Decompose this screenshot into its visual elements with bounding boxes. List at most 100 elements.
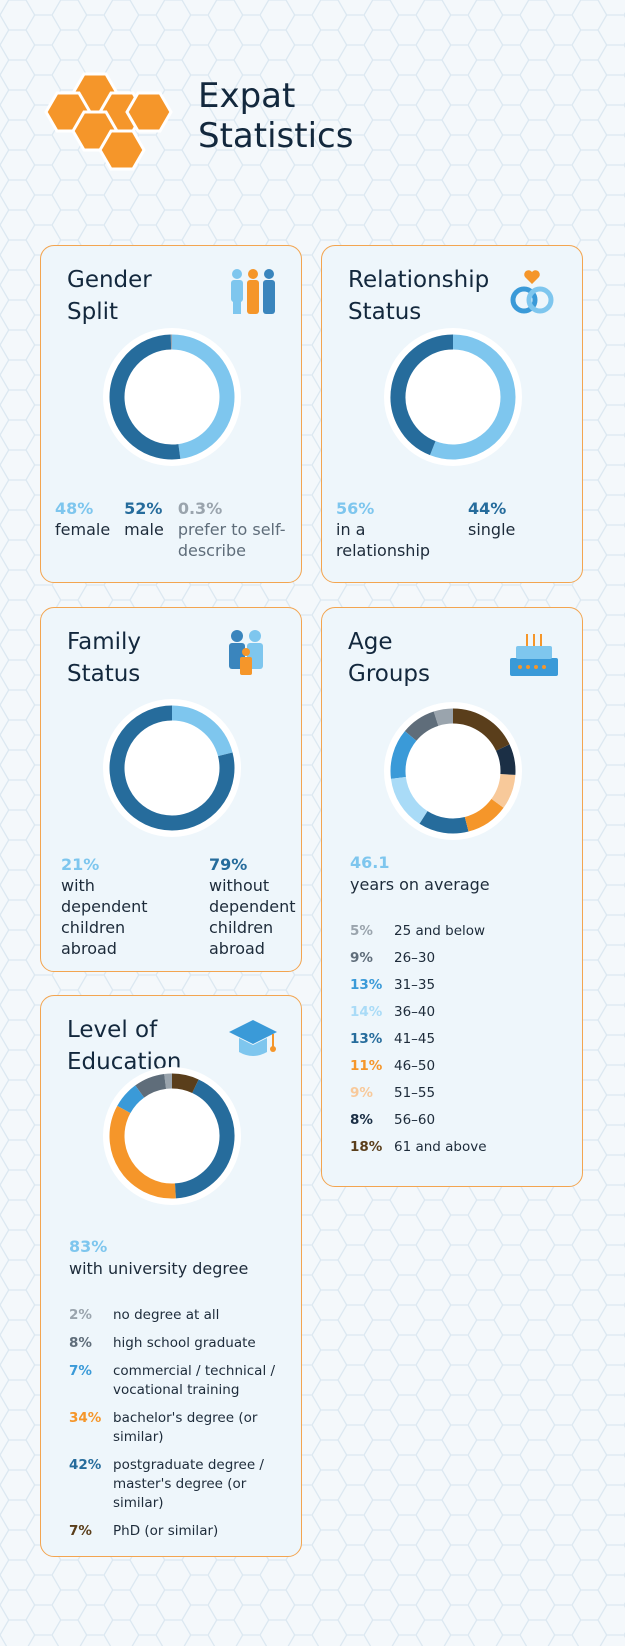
category-label: 46–50 [394,1058,436,1074]
value-label: 56% [336,499,375,518]
legend-item: 79% without dependent children abroad [209,854,327,959]
icon [510,634,558,676]
legend-item: 48% female [55,498,110,561]
value-label: 13% [350,1031,383,1047]
donut-segment [171,1073,199,1094]
donut-segment [430,334,516,460]
category-label: prefer to self-describe [177,520,286,560]
card: Age Groups 46.1 years on average 5% 25 and b… [321,607,583,1187]
legend-item: 7% PhD (or similar) [69,1522,287,1541]
logo [44,72,173,171]
category-label: 41–45 [394,1031,436,1047]
value-label: 14% [350,1004,383,1020]
summary-value: 46.1 [350,853,390,872]
donut-segment [117,1085,145,1114]
donut-segment [171,705,233,757]
donut-segment [390,731,417,779]
donut-segment [491,773,516,808]
category-label: bachelor's degree (or similar) [113,1410,258,1445]
card-title: Level of Education [67,1017,182,1075]
summary: 46.1 years on average [350,852,490,896]
donut-segment [464,798,504,832]
category-label: high school graduate [113,1335,256,1351]
legend-item: 42% postgraduate degree / master's degree… [69,1456,287,1513]
legend-item: 18% 61 and above [350,1138,568,1157]
legend-item: 13% 31–35 [350,976,568,995]
icon [229,630,263,675]
legend-item: 11% 46–50 [350,1057,568,1076]
card: Gender Split 48% female 52% male 0.3% prefer t… [40,245,302,583]
card: Level of Education 83% with university deg… [40,995,302,1557]
legend-item: 44% single [468,498,515,561]
donut-segment [495,744,516,775]
value-label: 7% [69,1363,92,1379]
legend-item: 0.3% prefer to self-describe [178,498,296,561]
category-label: in a relationship [336,520,431,560]
icon [510,270,554,314]
category-label: single [468,520,516,539]
summary: 83% with university degree [69,1236,248,1280]
card-title: Age Groups [348,629,431,687]
category-label: postgraduate degree / master's degree (o… [113,1457,264,1511]
category-label: 56–60 [394,1112,436,1128]
category-label: 25 and below [394,923,486,939]
legend: 48% female 52% male 0.3% prefer to self-descr… [55,498,293,561]
category-label: 61 and above [394,1139,487,1155]
legend-item: 5% 25 and below [350,922,568,941]
card-title: Relationship Status [348,267,490,325]
legend: 56% in a relationship 44% single [336,498,574,561]
value-label: 48% [55,499,94,518]
legend-item: 2% no degree at all [69,1306,287,1325]
donut-chart [103,1067,241,1205]
legend-item: 56% in a relationship [336,498,454,561]
icon [229,1020,277,1056]
category-label: 26–30 [394,950,436,966]
value-label: 79% [209,855,248,874]
legend-item: 9% 51–55 [350,1084,568,1103]
category-label: PhD (or similar) [113,1523,219,1539]
card: Relationship Status 56% in a relationship 4… [321,245,583,583]
legend-item: 8% high school graduate [69,1334,287,1353]
donut-segment [171,334,235,459]
value-label: 18% [350,1139,383,1155]
value-label: 8% [350,1112,373,1128]
category-label: no degree at all [113,1307,220,1323]
category-label: male [124,520,164,539]
summary-text: with university degree [69,1259,249,1278]
donut-segment [433,708,454,726]
summary-text: years on average [350,875,490,894]
value-label: 7% [69,1523,92,1539]
legend-item: 9% 26–30 [350,949,568,968]
value-label: 21% [61,855,100,874]
legend-item: 8% 56–60 [350,1111,568,1130]
legend: 2% no degree at all 8% high school graduate… [69,1306,287,1550]
donut-segment [452,708,510,752]
donut-segment [174,1079,235,1199]
donut-segment [109,334,181,460]
legend-item: 34% bachelor's degree (or similar) [69,1409,287,1447]
value-label: 2% [69,1307,92,1323]
value-label: 13% [350,977,383,993]
legend: 21% with dependent children abroad 79% with… [61,854,296,959]
value-label: 9% [350,1085,373,1101]
legend-item: 52% male [124,498,164,561]
card-title: Family Status [67,629,142,687]
category-label: 31–35 [394,977,436,993]
category-label: with dependent children abroad [61,876,148,958]
category-label: 36–40 [394,1004,436,1020]
legend-item: 13% 41–45 [350,1030,568,1049]
category-label: female [55,520,111,539]
value-label: 0.3% [177,499,223,518]
legend-item: 21% with dependent children abroad [61,854,179,959]
value-label: 52% [124,499,163,518]
donut-chart [384,328,522,466]
icon [231,269,275,314]
summary-value: 83% [69,1237,108,1256]
donut-segment [135,1073,167,1098]
value-label: 34% [69,1410,102,1426]
donut-chart [103,699,241,837]
value-label: 5% [350,923,373,939]
legend-item: 7% commercial / technical / vocational tr… [69,1362,287,1400]
donut-segment [109,705,235,831]
